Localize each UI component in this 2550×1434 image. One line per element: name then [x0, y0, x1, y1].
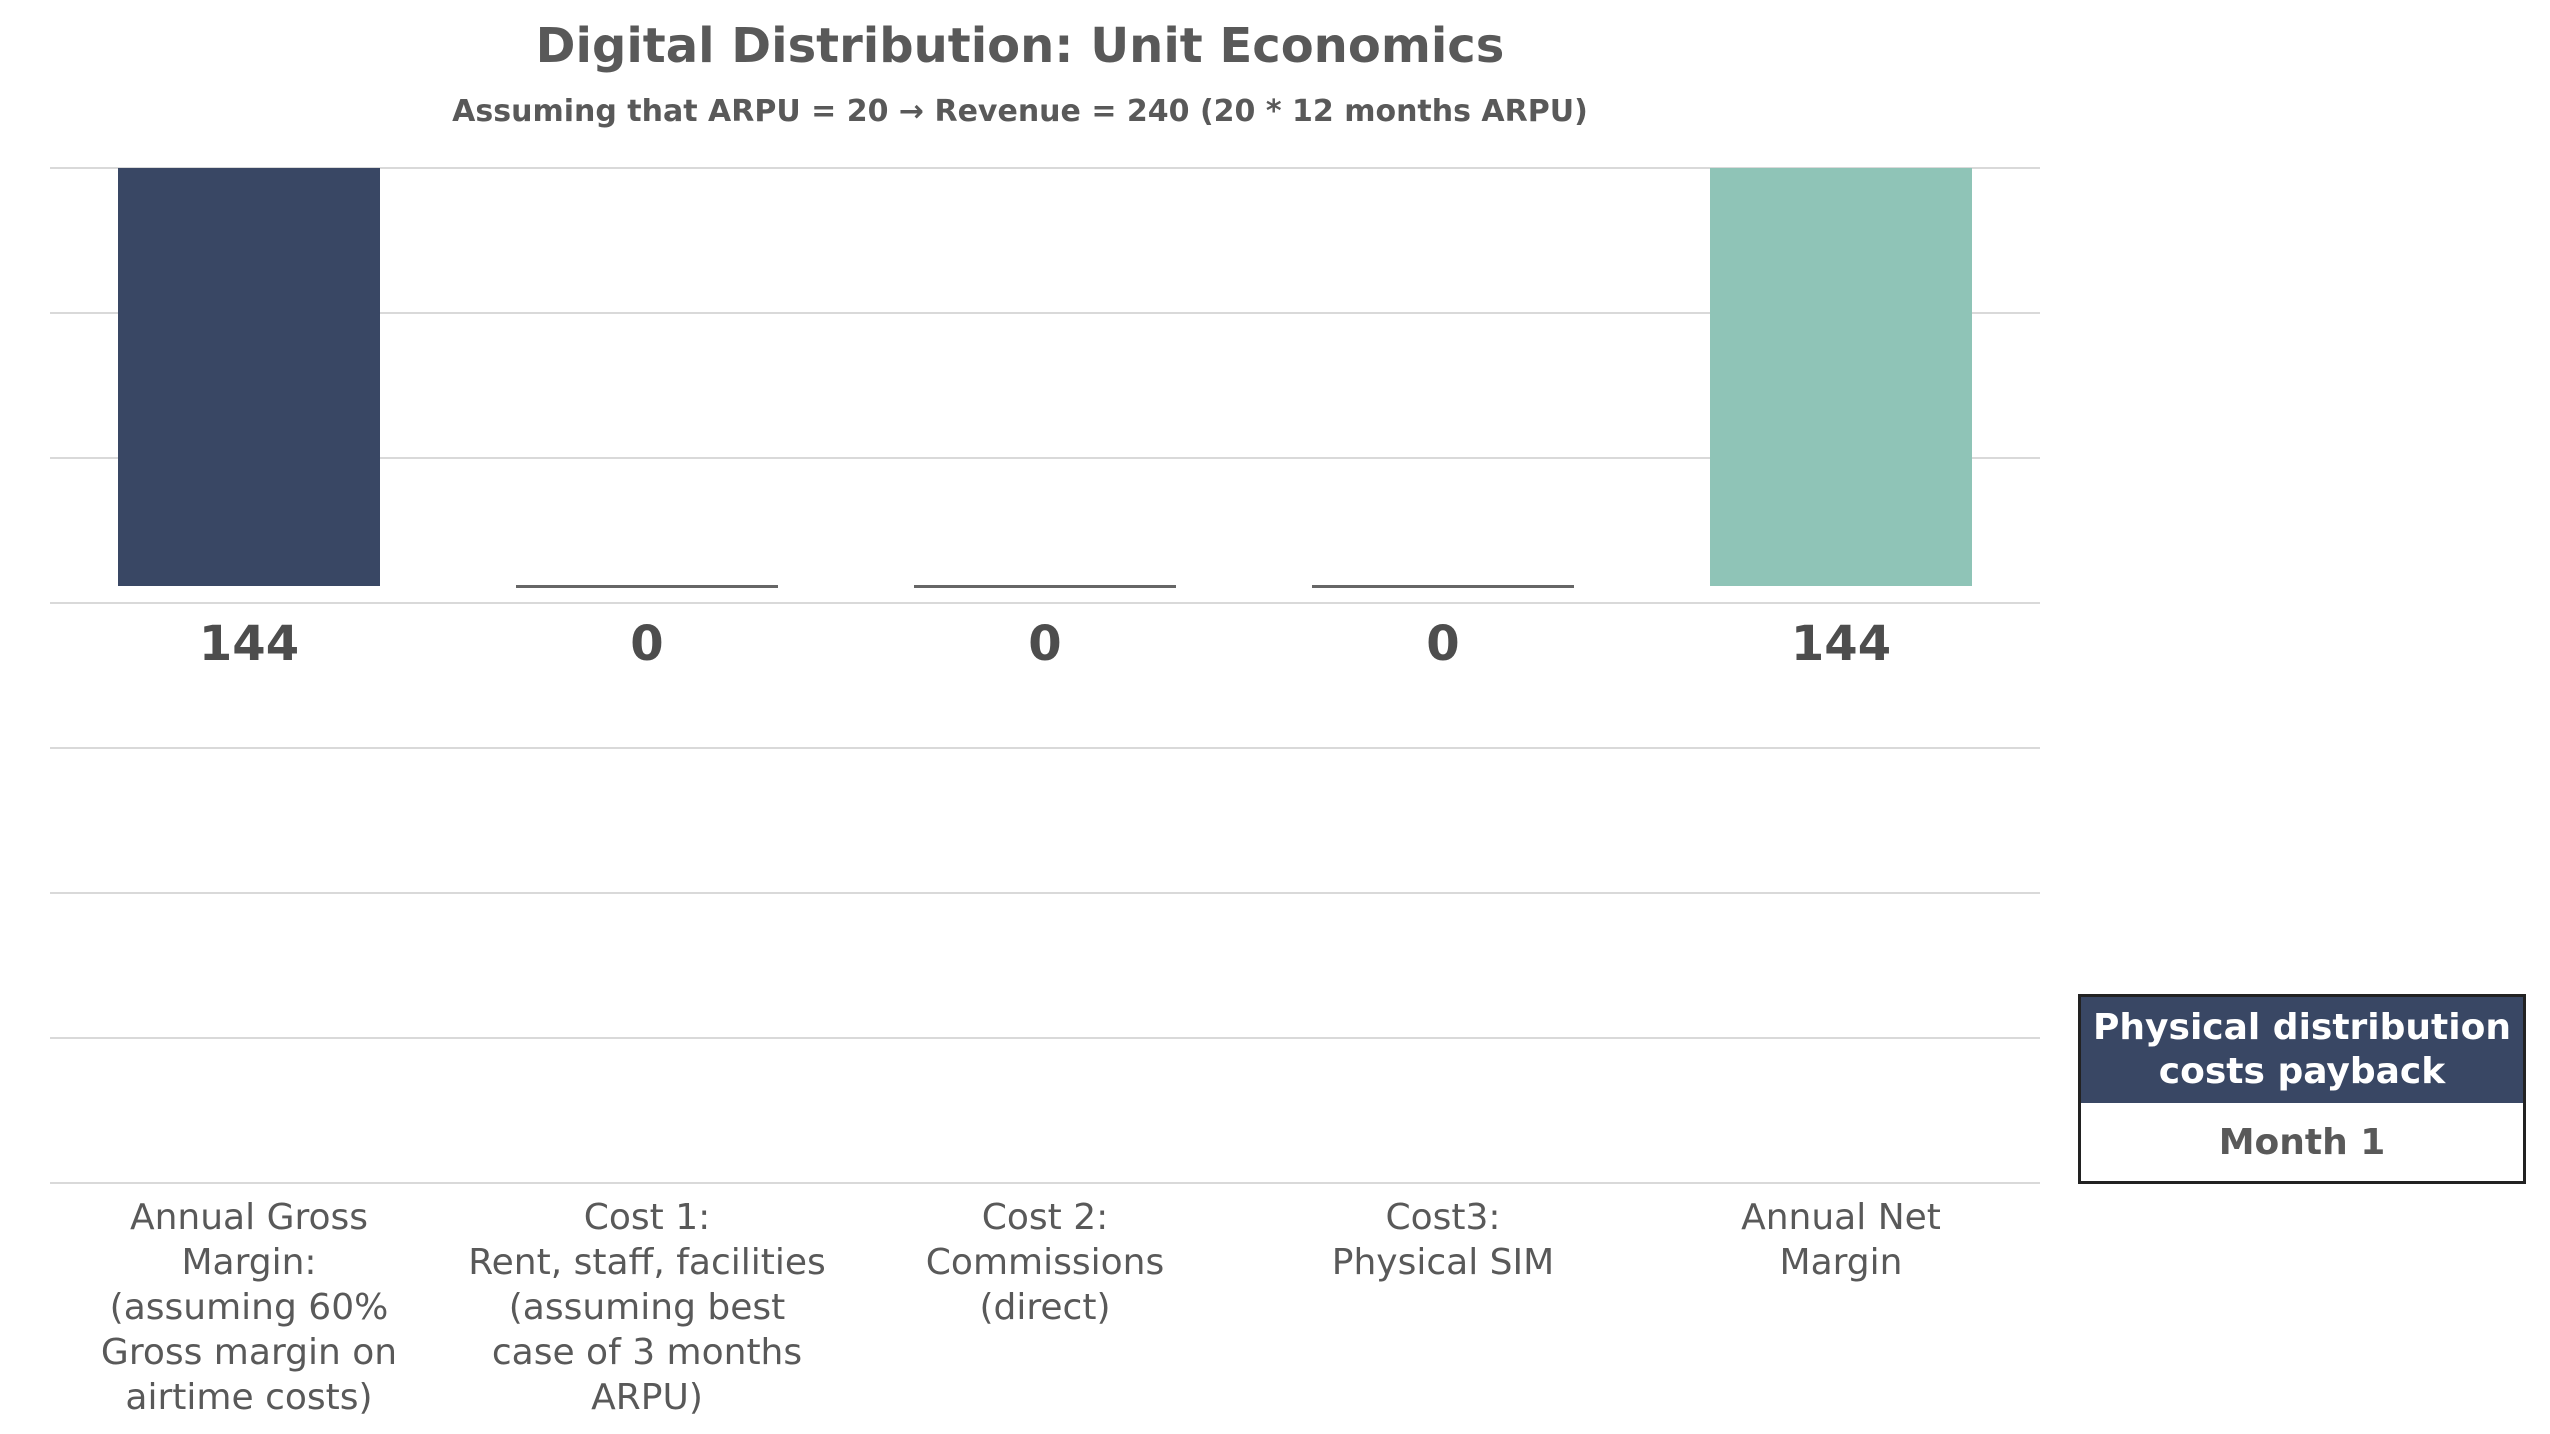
- data-label: 0: [1028, 616, 1061, 672]
- data-label: 144: [1791, 616, 1891, 672]
- bar: [914, 585, 1176, 588]
- bar: [1312, 585, 1574, 588]
- data-label: 144: [199, 616, 299, 672]
- category-label: Cost3: Physical SIM: [1331, 1197, 1555, 1283]
- bar: [516, 585, 778, 588]
- chart-subtitle: Assuming that ARPU = 20 → Revenue = 240 …: [452, 94, 1588, 129]
- payback-value: Month 1: [2218, 1121, 2386, 1163]
- category-label: Cost 1: Rent, staff, facilities (assumin…: [468, 1197, 826, 1418]
- bar: [118, 168, 380, 586]
- data-label: 0: [630, 616, 663, 672]
- chart-plot: 144 0 0 0 144: [50, 167, 2040, 1184]
- data-label: 0: [1426, 616, 1459, 672]
- payback-box: Physical distribution costs payback Mont…: [2078, 994, 2526, 1184]
- payback-header: Physical distribution costs payback: [2081, 997, 2523, 1103]
- bar: [1710, 168, 1972, 586]
- category-label: Cost 2: Commissions (direct): [925, 1197, 1165, 1328]
- category-label: Annual Net Margin: [1741, 1197, 1941, 1283]
- chart-title: Digital Distribution: Unit Economics: [535, 18, 1505, 74]
- gridlines: [50, 167, 2040, 1184]
- bars: [118, 168, 1972, 588]
- data-labels: 144 0 0 0 144: [199, 616, 1891, 672]
- category-label: Annual Gross Margin: (assuming 60% Gross…: [100, 1197, 398, 1418]
